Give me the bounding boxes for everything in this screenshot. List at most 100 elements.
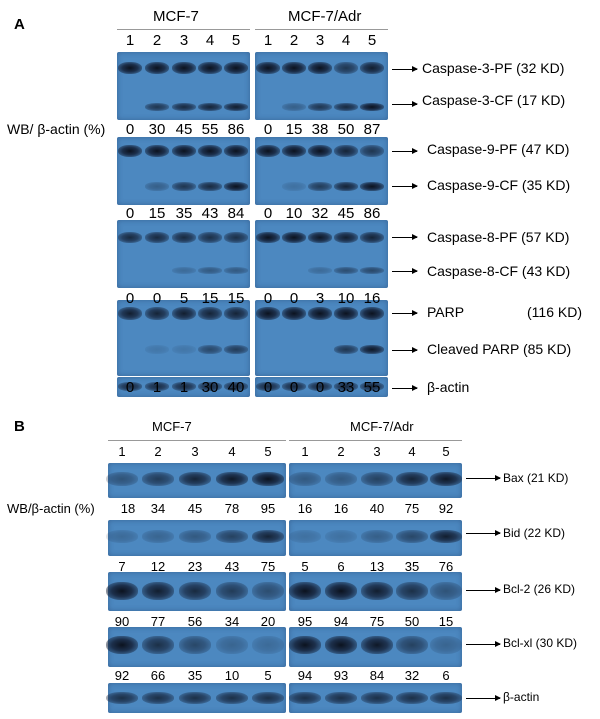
panel-a-mcf7adr-label: MCF-7/Adr bbox=[288, 8, 362, 25]
a-band bbox=[224, 267, 248, 274]
b-quant-value: 16 bbox=[333, 501, 349, 516]
a-quant-value: 3 bbox=[315, 290, 325, 307]
b-band bbox=[106, 582, 138, 600]
b-quant-value: 75 bbox=[404, 501, 420, 516]
b-quant-value: 18 bbox=[120, 501, 136, 516]
b-lane-number: 5 bbox=[442, 444, 450, 459]
b-band bbox=[430, 530, 462, 543]
a-band bbox=[172, 382, 196, 391]
a-caspase9pf-pointer bbox=[392, 148, 418, 154]
a-band bbox=[334, 232, 358, 243]
a-quant-value: 0 bbox=[263, 379, 273, 396]
b-band bbox=[289, 692, 321, 704]
panel-b-mcf7adr-label: MCF-7/Adr bbox=[350, 419, 414, 434]
a-band bbox=[334, 103, 358, 111]
b-band bbox=[142, 472, 174, 486]
a-caspase9pf-label: Caspase-9-PF (47 KD) bbox=[427, 141, 570, 157]
b-quant-value: 5 bbox=[301, 559, 309, 574]
a-quant-value: 0 bbox=[263, 121, 273, 138]
b-bax-label: Bax (21 KD) bbox=[503, 471, 569, 485]
b-quant-value: 20 bbox=[260, 614, 276, 629]
a-quant-value: 15 bbox=[201, 290, 219, 307]
b-quant-value: 94 bbox=[333, 614, 349, 629]
a-band bbox=[308, 182, 332, 191]
a-quant-value: 32 bbox=[311, 205, 329, 222]
a-cleaved-parp-label: Cleaved PARP (85 KD) bbox=[427, 341, 572, 357]
b-quant-value: 45 bbox=[187, 501, 203, 516]
a-quant-value: 40 bbox=[227, 379, 245, 396]
b-quant-value: 84 bbox=[369, 668, 385, 683]
a-caspase8cf-label: Caspase-8-CF (43 KD) bbox=[427, 263, 571, 279]
b-lane-number: 5 bbox=[264, 444, 272, 459]
a-band bbox=[256, 62, 280, 74]
b-band bbox=[179, 636, 211, 654]
a-caspase3cf-pointer bbox=[392, 101, 418, 107]
b-quant-value: 50 bbox=[404, 614, 420, 629]
a-band bbox=[334, 382, 358, 391]
a-quant-value: 0 bbox=[125, 379, 135, 396]
b-band bbox=[252, 692, 284, 704]
a-caspase8-blot-left bbox=[117, 220, 250, 288]
a-quant-value: 10 bbox=[285, 205, 303, 222]
a-caspase3pf-pointer bbox=[392, 66, 418, 72]
a-caspase8cf-pointer bbox=[392, 268, 418, 274]
a-band bbox=[145, 182, 169, 191]
a-quant-value: 86 bbox=[363, 205, 381, 222]
a-band bbox=[198, 103, 222, 111]
b-quant-value: 35 bbox=[404, 559, 420, 574]
b-band bbox=[216, 692, 248, 704]
a-band bbox=[334, 267, 358, 274]
b-quant-value: 16 bbox=[297, 501, 313, 516]
a-quant-value: 0 bbox=[315, 379, 325, 396]
b-quant-value: 13 bbox=[369, 559, 385, 574]
a-lane-number: 2 bbox=[289, 32, 299, 49]
a-quant-value: 30 bbox=[201, 379, 219, 396]
b-lane-number: 2 bbox=[337, 444, 345, 459]
a-quant-value: 16 bbox=[363, 290, 381, 307]
a-quant-value: 0 bbox=[125, 121, 135, 138]
b-quant-value: 6 bbox=[442, 668, 450, 683]
b-band bbox=[430, 472, 462, 486]
a-band bbox=[334, 345, 358, 354]
b-band bbox=[142, 582, 174, 600]
panel-a-rule-right bbox=[255, 29, 388, 30]
a-quant-value: 55 bbox=[201, 121, 219, 138]
b-quant-value: 95 bbox=[297, 614, 313, 629]
a-quant-value: 0 bbox=[125, 290, 135, 307]
a-band bbox=[282, 232, 306, 243]
a-quant-value: 0 bbox=[289, 379, 299, 396]
a-band bbox=[256, 232, 280, 243]
panel-b-mcf7-label: MCF-7 bbox=[152, 419, 192, 434]
a-band bbox=[118, 232, 142, 243]
b-band bbox=[325, 636, 357, 654]
b-band bbox=[216, 636, 248, 654]
a-band bbox=[282, 182, 306, 191]
a-caspase3pf-label: Caspase-3-PF (32 KD) bbox=[422, 60, 565, 76]
a-quant-value: 45 bbox=[175, 121, 193, 138]
a-band bbox=[256, 145, 280, 157]
a-quant-value: 87 bbox=[363, 121, 381, 138]
a-band bbox=[172, 145, 196, 157]
a-quant-value: 84 bbox=[227, 205, 245, 222]
a-quant-value: 45 bbox=[337, 205, 355, 222]
b-band bbox=[106, 472, 138, 486]
a-band bbox=[282, 307, 306, 320]
b-bid-label: Bid (22 KD) bbox=[503, 526, 566, 540]
a-parp-kd-label: (116 KD) bbox=[527, 304, 582, 320]
a-quant-value: 1 bbox=[152, 379, 162, 396]
b-quant-value: 34 bbox=[224, 614, 240, 629]
a-band bbox=[308, 62, 332, 74]
panel-b-rule-right bbox=[289, 440, 462, 441]
b-band bbox=[142, 636, 174, 654]
a-band bbox=[334, 307, 358, 320]
a-lane-number: 1 bbox=[125, 32, 135, 49]
a-band bbox=[172, 345, 196, 354]
a-lane-number: 5 bbox=[367, 32, 377, 49]
b-band bbox=[179, 530, 211, 543]
b-band bbox=[252, 472, 284, 486]
b-lane-number: 4 bbox=[408, 444, 416, 459]
b-band bbox=[430, 636, 462, 654]
a-band bbox=[308, 307, 332, 320]
b-band bbox=[252, 636, 284, 654]
a-caspase3cf-label: Caspase-3-CF (17 KD) bbox=[422, 92, 566, 108]
